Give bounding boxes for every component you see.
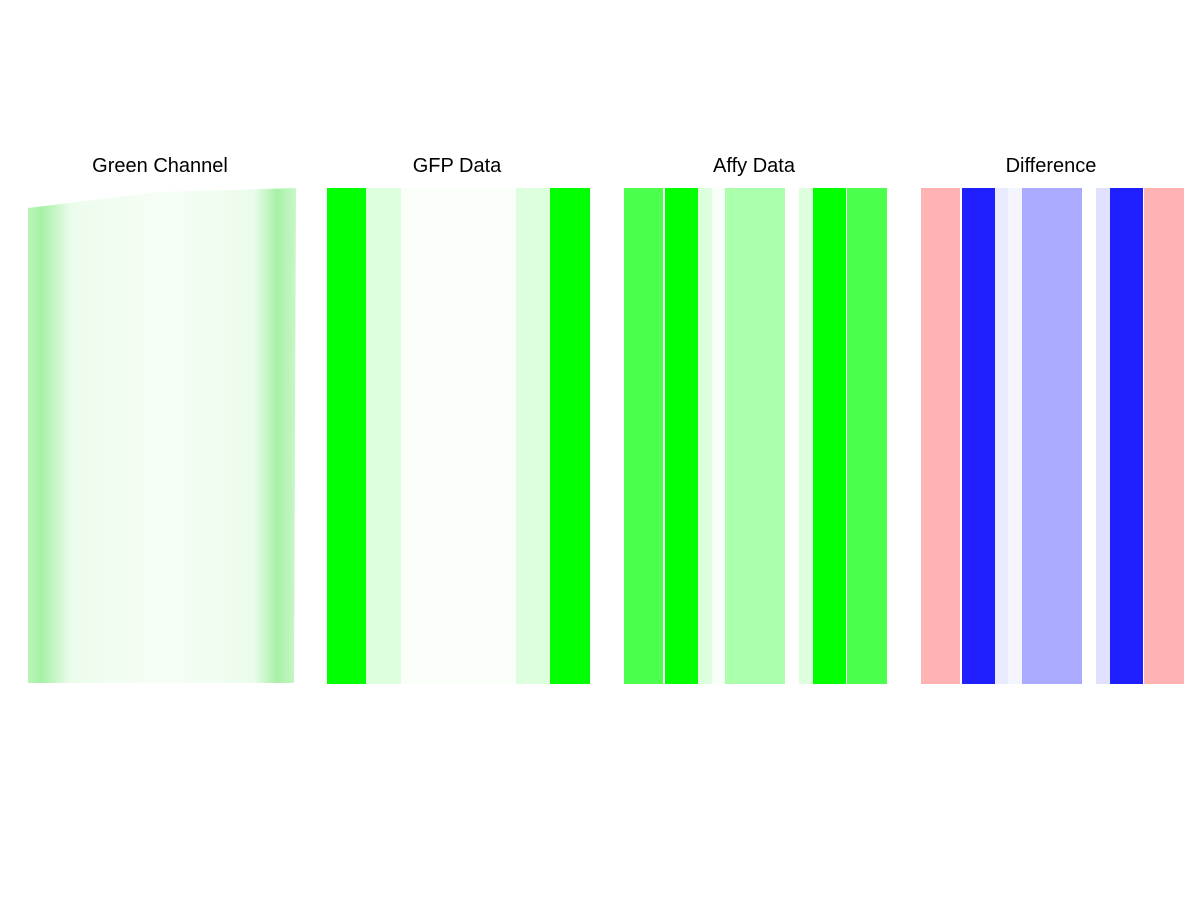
panel-title: Green Channel (92, 155, 228, 177)
green-channel-image (28, 188, 296, 683)
panel-title: Difference (1006, 155, 1097, 177)
panel-title: GFP Data (413, 155, 502, 177)
gfp-stripes (327, 188, 590, 684)
difference-stripes (921, 188, 1184, 684)
panel-title: Affy Data (713, 155, 796, 177)
affy-stripes (624, 188, 887, 684)
